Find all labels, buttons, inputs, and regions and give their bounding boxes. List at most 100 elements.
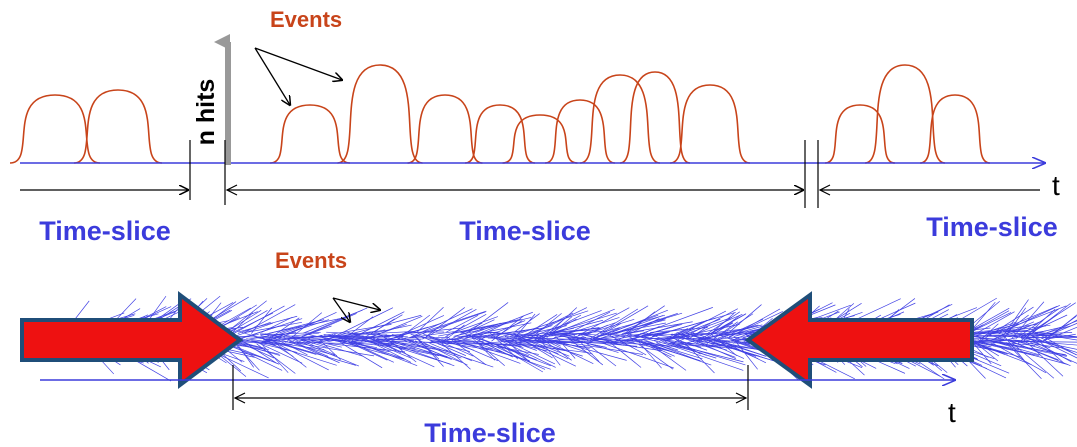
track [274,342,317,355]
track [249,332,297,340]
track [550,308,615,335]
track [694,327,749,336]
event-curve [864,64,946,164]
track [729,304,762,333]
track [476,339,513,358]
track [536,340,606,344]
beam-arrow [20,291,244,389]
track [605,335,633,342]
track [527,307,588,337]
track [348,316,374,336]
track [490,337,566,352]
track [267,343,337,366]
track [1002,330,1047,338]
track [581,318,635,336]
track [567,337,604,366]
track [704,339,760,357]
track [670,333,727,351]
track [453,317,532,337]
track [487,342,546,370]
track [416,307,444,334]
track [1033,320,1077,339]
track [278,311,337,340]
event-curves [9,64,991,164]
track [251,340,275,346]
track [542,337,593,355]
track [987,330,1029,334]
track [532,327,601,335]
track [663,327,688,344]
track [395,331,455,340]
track [279,325,301,334]
track [418,335,466,356]
track [1016,341,1042,343]
track [1000,325,1029,336]
track [1005,341,1042,379]
track [1043,339,1077,356]
track [376,337,455,367]
track [409,308,473,339]
track [301,340,337,356]
track [622,305,665,335]
track [571,337,634,342]
track [370,337,402,354]
event-curve [337,64,423,164]
track [980,338,1004,342]
track [645,332,707,356]
track [350,331,371,336]
track [258,342,303,364]
track [355,336,404,344]
track [1043,326,1077,342]
track [719,313,754,336]
track [559,335,591,339]
track [651,317,717,337]
track [300,339,323,341]
track [597,322,666,337]
track [285,312,323,343]
track [489,331,519,360]
track [326,331,404,337]
time-slice-label: Time-slice [459,216,591,246]
track [1002,307,1027,341]
event-curve [824,104,896,164]
track [222,300,267,336]
time-slice-label: Time-slice [926,212,1058,242]
track [438,325,492,337]
track [692,338,750,345]
track [389,323,442,340]
track [1020,325,1046,333]
track [241,332,314,354]
track [1013,335,1077,350]
track [605,338,642,368]
track [547,317,620,341]
track [452,316,499,334]
track [629,333,695,347]
track [238,315,298,333]
track [976,323,999,344]
track [665,342,744,363]
time-axis-label: t [1052,170,1060,201]
event-curve [919,94,991,164]
track [291,336,327,348]
track [311,331,350,345]
track [261,343,289,373]
track [371,336,397,350]
track [386,315,445,342]
track [997,305,1060,335]
track [328,343,406,353]
track [241,338,297,353]
beam-arrow [744,291,974,389]
track [284,335,342,342]
event-curve [579,74,661,164]
track [517,334,590,349]
track [293,335,364,338]
track [591,330,644,341]
track [465,332,491,339]
track [259,333,282,335]
track [1035,331,1077,356]
track [592,327,620,339]
track [319,335,394,345]
track [992,341,1067,357]
track [419,310,487,334]
track [283,337,329,357]
